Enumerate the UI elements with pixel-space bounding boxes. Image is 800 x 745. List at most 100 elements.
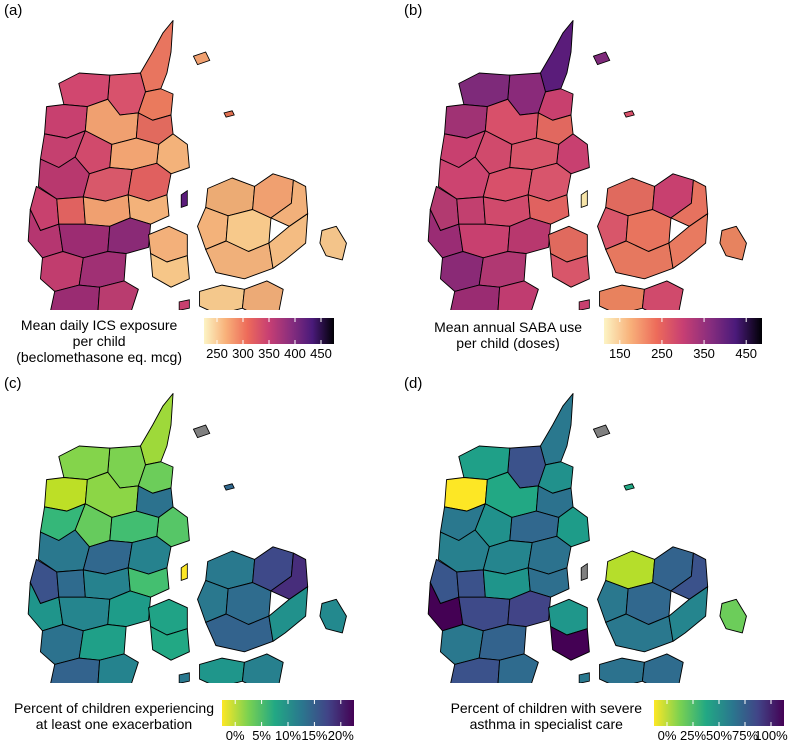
- region-ikast: [56, 196, 86, 225]
- panel-label: (b): [404, 2, 423, 19]
- islet-samso: [180, 562, 188, 581]
- region-tonder: [450, 657, 501, 683]
- map-denmark-exacerbation: [27, 393, 347, 683]
- colorbar-tick-label: 400: [284, 346, 306, 361]
- region-falster: [241, 653, 284, 683]
- region-falster: [241, 280, 284, 310]
- legend-title-line: (beclomethasone eq. mcg): [16, 349, 182, 365]
- colorbar-tick-label: 450: [310, 346, 332, 361]
- colorbar-gradient: [604, 318, 762, 344]
- region-north-jutland-tip: [139, 20, 174, 93]
- legend-title-line: Percent of children experiencing: [13, 700, 214, 716]
- colorbar-gradient: [204, 318, 334, 344]
- colorbar-tick-label: 250: [651, 346, 673, 361]
- region-fyn-south: [150, 626, 190, 661]
- legend-title: Percent of children experiencing at leas…: [14, 700, 214, 732]
- islet-anholt: [223, 110, 235, 118]
- legend-title-line: per child: [72, 333, 126, 349]
- panel-a: (a) Mean daily ICS exposure per child (b…: [0, 0, 400, 372]
- region-falster: [641, 653, 684, 683]
- islet-anholt: [623, 483, 635, 491]
- colorbar-gradient: [222, 700, 354, 726]
- colorbar: [654, 700, 784, 726]
- islet-samso: [580, 562, 588, 581]
- region-north-jutland-tip: [539, 393, 574, 466]
- region-ikast: [456, 569, 486, 598]
- region-fyn-south: [150, 253, 190, 288]
- legend-title: Percent of children with severe asthma i…: [451, 700, 642, 732]
- panel-c: (c) Percent of children experiencing at …: [0, 373, 400, 745]
- colorbar-tick-label: 100%: [754, 728, 788, 743]
- islet-anholt: [223, 483, 235, 491]
- legend-title-line: asthma in specialist care: [469, 716, 623, 732]
- colorbar-tick-label: 15%: [301, 728, 328, 743]
- colorbar-tick-label: 350: [693, 346, 715, 361]
- region-tonder: [450, 284, 501, 310]
- region-lolland: [199, 284, 245, 310]
- region-bornholm: [719, 598, 747, 634]
- panel-d: (d) Percent of children with severe asth…: [400, 373, 800, 745]
- region-bornholm: [319, 598, 347, 634]
- region-fyn-south: [550, 626, 590, 661]
- colorbar-tick-label: 150: [608, 346, 631, 361]
- panel-b: (b) Mean annual SABA use per child (dose…: [400, 0, 800, 372]
- colorbar-tick-label: 75%: [731, 728, 759, 743]
- colorbar-tick-label: 50%: [705, 728, 733, 743]
- islet-laeso: [192, 51, 211, 66]
- colorbar-tick-label: 0%: [225, 728, 245, 743]
- islet-laeso: [592, 51, 611, 66]
- islet-aero: [578, 672, 590, 683]
- panel-label: (a): [4, 2, 23, 19]
- colorbar-tick-label: 20%: [327, 728, 354, 743]
- region-north-jutland-tip: [139, 393, 174, 466]
- legend-title-line: at least one exacerbation: [35, 716, 193, 732]
- region-bornholm: [319, 225, 347, 261]
- colorbar-tick-label: 0%: [657, 728, 677, 743]
- map-denmark-ics: [27, 20, 347, 310]
- colorbar: [604, 318, 762, 344]
- colorbar: [204, 318, 334, 344]
- panel-label: (d): [404, 375, 423, 392]
- region-koge: [268, 213, 309, 269]
- region-tonder: [50, 657, 101, 683]
- region-ikast: [456, 196, 486, 225]
- region-ikast: [56, 569, 86, 598]
- islet-samso: [580, 189, 588, 208]
- region-tonder: [50, 284, 101, 310]
- region-aabenraa: [97, 653, 139, 683]
- region-aabenraa: [497, 280, 539, 310]
- islet-laeso: [192, 424, 211, 439]
- colorbar-tick-label: 25%: [679, 728, 707, 743]
- islet-aero: [578, 299, 590, 310]
- region-lolland: [599, 284, 645, 310]
- legend-title-line: per child (doses): [456, 335, 560, 351]
- colorbar-tick-label: 10%: [274, 728, 302, 743]
- region-lolland: [599, 657, 645, 683]
- colorbar-tick-label: 5%: [252, 728, 271, 743]
- islet-aero: [178, 299, 190, 310]
- islet-aero: [178, 672, 190, 683]
- colorbar-tick-label: 300: [232, 346, 254, 361]
- region-fyn-south: [550, 253, 590, 288]
- colorbar-tick-label: 250: [206, 346, 228, 361]
- islet-laeso: [592, 424, 611, 439]
- legend-title-line: Mean annual SABA use: [434, 319, 582, 335]
- region-koge: [668, 213, 709, 269]
- region-bornholm: [719, 225, 747, 261]
- legend-title-line: Percent of children with severe: [450, 700, 642, 716]
- legend-title: Mean annual SABA use per child (doses): [434, 319, 582, 351]
- colorbar: [222, 700, 354, 726]
- map-denmark-specialist-care: [427, 393, 747, 683]
- map-denmark-saba: [427, 20, 747, 310]
- panel-label: (c): [4, 375, 22, 392]
- region-koge: [668, 586, 709, 642]
- region-lolland: [199, 657, 245, 683]
- colorbar-tick-label: 450: [735, 346, 758, 361]
- region-falster: [641, 280, 684, 310]
- region-aabenraa: [497, 653, 539, 683]
- colorbar-gradient: [654, 700, 784, 726]
- legend-title-line: Mean daily ICS exposure: [20, 317, 178, 333]
- islet-samso: [180, 189, 188, 208]
- legend-title: Mean daily ICS exposure per child (beclo…: [16, 317, 182, 365]
- region-koge: [268, 586, 309, 642]
